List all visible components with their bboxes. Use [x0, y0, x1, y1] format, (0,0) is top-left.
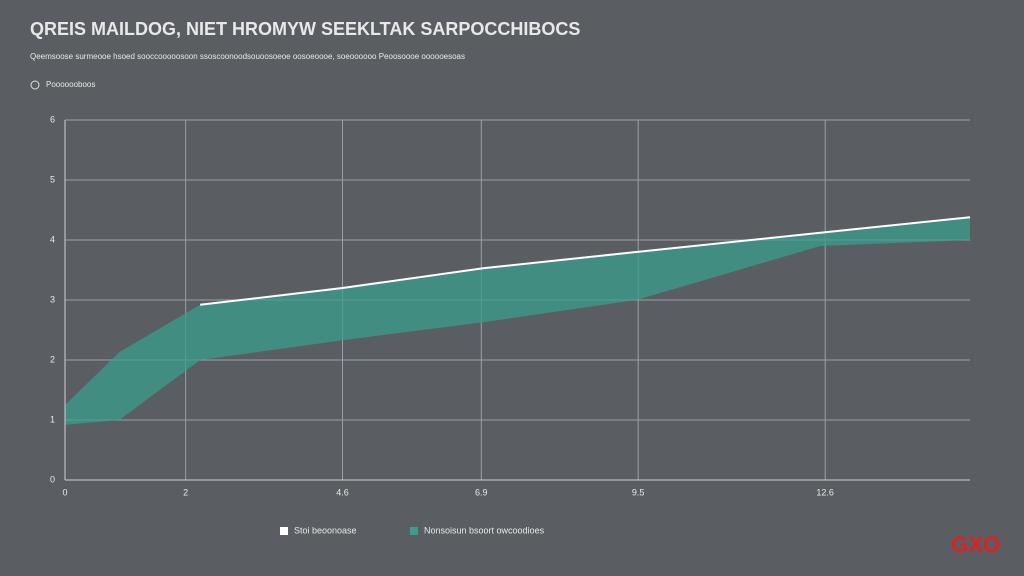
legend-swatch	[280, 527, 288, 535]
x-tick-label: 6.9	[475, 487, 488, 497]
y-tick-label: 3	[50, 294, 55, 304]
area-band	[65, 217, 970, 425]
legend-swatch	[410, 527, 418, 535]
x-tick-label: 2	[183, 487, 188, 497]
chart-title: QREIS MAILDOG, NIET HROMYW SEEKLTAK SARP…	[30, 19, 580, 39]
y-tick-label: 6	[50, 114, 55, 124]
x-tick-label: 9.5	[632, 487, 645, 497]
x-tick-label: 12.6	[816, 487, 834, 497]
legend-label: Stoi beoonoase	[294, 525, 357, 535]
note: Pooooooboos	[46, 80, 95, 89]
x-tick-label: 0	[62, 487, 67, 497]
x-tick-label: 4.6	[336, 487, 349, 497]
y-tick-label: 2	[50, 354, 55, 364]
note-icon	[30, 80, 40, 90]
y-tick-label: 0	[50, 474, 55, 484]
line	[200, 216, 971, 306]
y-tick-label: 4	[50, 234, 55, 244]
y-tick-label: 5	[50, 174, 55, 184]
legend-label: Nonsoisun bsoort owcoodioes	[424, 525, 545, 535]
subtitle: Qeemsoose surmeooe hsoed sooccooooosoon …	[30, 52, 465, 61]
watermark: GXO	[951, 532, 1000, 557]
y-tick-label: 1	[50, 414, 55, 424]
